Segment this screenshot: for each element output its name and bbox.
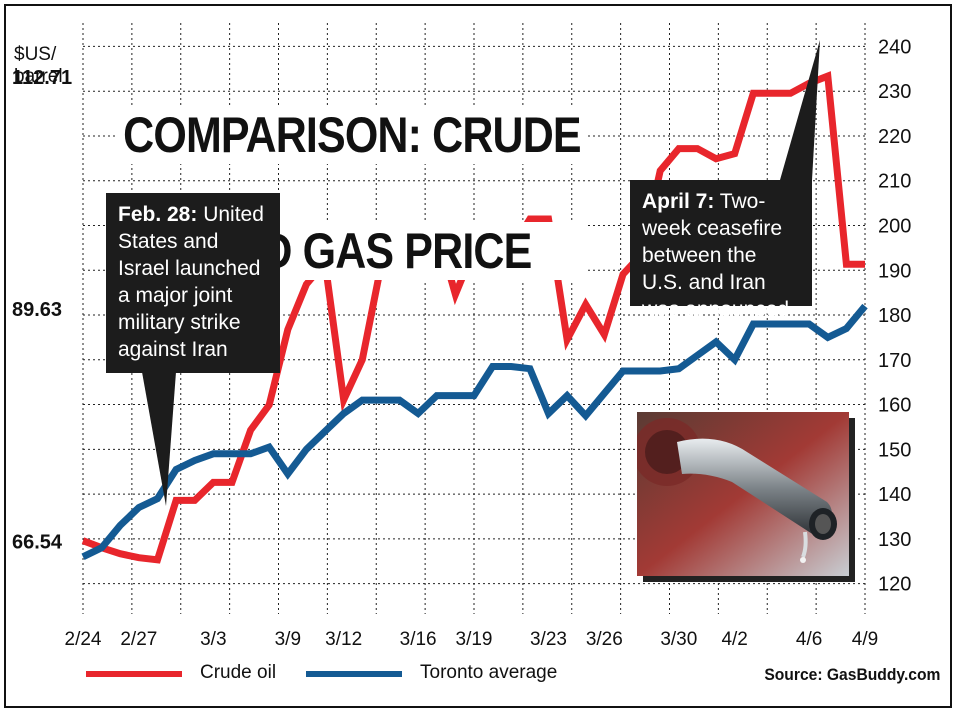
x-axis-tick-label: 3/19 [456, 629, 493, 650]
right-axis-tick-label: 120 [878, 574, 911, 596]
right-axis-tick-label: 210 [878, 171, 911, 193]
x-axis-tick-label: 4/9 [852, 629, 878, 650]
gas-nozzle-icon [637, 412, 849, 576]
right-axis-tick-label: 200 [878, 215, 911, 237]
callout-pointer-april-7 [780, 40, 820, 180]
x-axis-tick-label: 3/3 [200, 629, 226, 650]
annotation-feb-28-date: Feb. 28: [118, 203, 198, 226]
left-axis-tick-label: 89.63 [12, 299, 62, 321]
right-axis-tick-label: 240 [878, 36, 911, 58]
callout-pointers [142, 40, 820, 506]
x-axis-tick-label: 2/27 [120, 629, 157, 650]
source-note: Source: GasBuddy.com [763, 665, 940, 684]
x-axis-tick-label: 3/26 [586, 629, 623, 650]
right-axis-tick-label: 170 [878, 350, 911, 372]
right-axis-tick-label: 130 [878, 529, 911, 551]
annotation-april-7-text: Two-week ceasefire between the U.S. and … [642, 190, 795, 321]
left-axis-tick-label: 66.54 [12, 531, 63, 553]
right-axis-tick-label: 180 [878, 305, 911, 327]
legend-label-toronto-average: Toronto average [420, 662, 558, 683]
legend-label-crude-oil: Crude oil [200, 662, 277, 683]
callout-pointer-feb-28 [142, 372, 176, 506]
right-axis-tick-label: 160 [878, 395, 911, 417]
axis-ticks: 240 230 220 210 200 190 180 170 160 150 140 130 120 1… [12, 36, 911, 650]
x-axis-tick-label: 2/24 [65, 629, 102, 650]
right-axis-tick-label: 140 [878, 484, 911, 506]
x-axis-tick-label: 3/9 [275, 629, 301, 650]
x-axis-tick-label: 3/30 [660, 629, 697, 650]
right-axis-tick-label: 150 [878, 439, 911, 461]
x-axis-tick-label: 3/12 [325, 629, 362, 650]
x-axis-tick-label: 3/16 [400, 629, 437, 650]
left-axis-unit: $US/ barrel [14, 44, 63, 87]
chart-title-line-1: COMPARISON: CRUDE [118, 106, 586, 164]
series-line-toronto-average [81, 303, 868, 560]
left-axis-tick-label: 112.71 [12, 67, 72, 89]
annotation-feb-28-text: United States and Israel launched a majo… [118, 203, 264, 361]
gas-nozzle-photo [637, 412, 849, 576]
legend-swatch-toronto-average [306, 671, 402, 677]
chart-frame [4, 4, 952, 708]
x-axis-tick-label: 4/6 [796, 629, 822, 650]
right-axis-tick-label: 230 [878, 81, 911, 103]
annotation-april-7-date: April 7: [642, 190, 715, 213]
right-axis-tick-label: 220 [878, 126, 911, 148]
legend-swatch-crude-oil [86, 671, 182, 677]
annotation-april-7: April 7: Two-week ceasefire between the … [630, 180, 812, 321]
annotation-feb-28: Feb. 28: United States and Israel launch… [106, 193, 280, 373]
right-axis-tick-label: 190 [878, 260, 911, 282]
x-axis-tick-label: 3/23 [530, 629, 567, 650]
x-axis-tick-label: 4/2 [721, 629, 747, 650]
